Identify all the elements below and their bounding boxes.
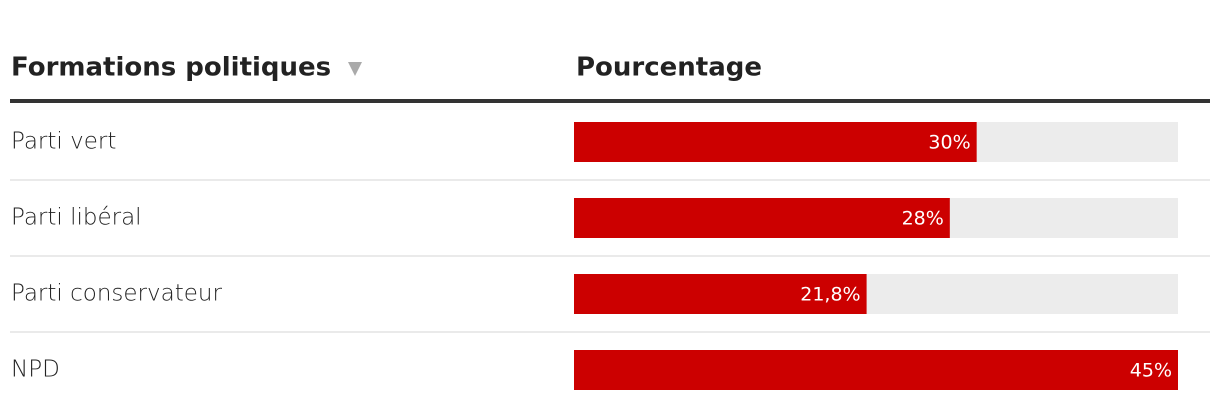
category-header[interactable]: Formations politiques: [11, 53, 331, 83]
sort-icon[interactable]: [348, 62, 362, 76]
value-label: 45%: [1130, 360, 1172, 382]
category-label: Parti vert: [11, 129, 116, 155]
header-rule: [10, 99, 1210, 103]
bar: [574, 350, 1178, 390]
category-label: NPD: [11, 357, 60, 383]
value-label: 21,8%: [800, 284, 860, 306]
value-label: 30%: [928, 132, 970, 154]
category-label: Parti libéral: [11, 205, 142, 231]
bar: [574, 274, 867, 314]
value-label: 28%: [902, 208, 944, 230]
value-header: Pourcentage: [576, 53, 762, 83]
bar: [574, 198, 950, 238]
bar: [574, 122, 977, 162]
category-label: Parti conservateur: [11, 281, 222, 307]
